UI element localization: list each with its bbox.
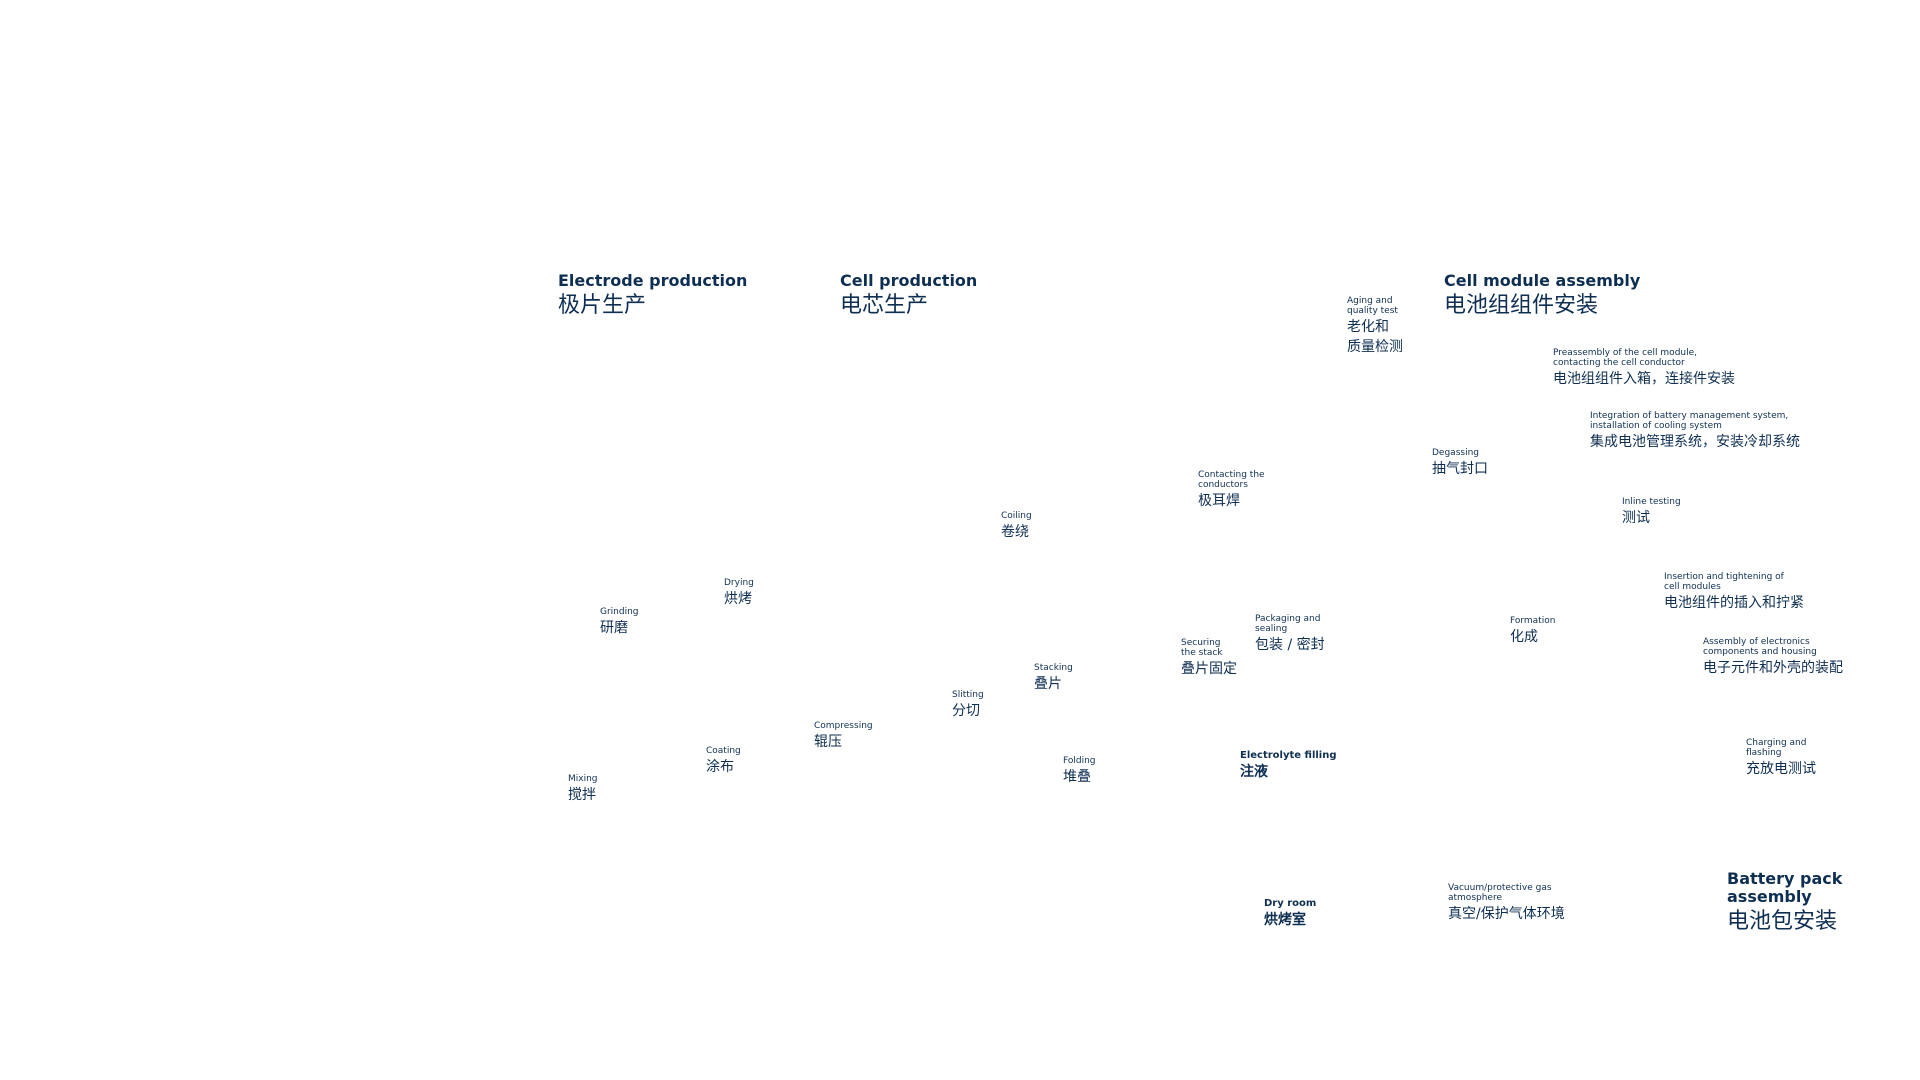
english-text: Charging and [1746,738,1807,748]
chinese-text: 烘烤室 [1264,912,1306,928]
step-label: Vacuum/protective gas atmosphere 真空/保护气体环境 [1448,883,1565,923]
chinese-text: 电池包安装 [1727,909,1838,934]
english-text: Battery pack [1727,869,1843,888]
chinese-text: 电芯生产 [840,293,929,318]
english-text: cell modules [1664,582,1721,592]
step-label: Preassembly of the cell module, contactin… [1553,348,1735,388]
english-text: Compressing [814,721,873,731]
step-label: Contacting the conductors 极耳焊 [1198,470,1265,510]
chinese-text: 搅拌 [568,787,596,803]
chinese-text: 卷绕 [1001,524,1029,540]
step-label: Integration of battery management system… [1590,411,1800,451]
english-text: Formation [1510,616,1556,626]
step-label: Grinding 研磨 [600,607,639,637]
english-text: atmosphere [1448,893,1502,903]
english-text: installation of cooling system [1590,421,1722,431]
chinese-text: 老化和 [1347,319,1389,335]
step-label: Inline testing 测试 [1622,497,1681,527]
chinese-text: 包装 / 密封 [1255,637,1325,653]
english-text: Cell production [840,271,978,290]
english-text: Dry room [1264,898,1317,909]
section-label: Cell production 电芯生产 [840,272,977,320]
chinese-text: 分切 [952,703,980,719]
step-label: Packaging and sealing 包装 / 密封 [1255,614,1325,654]
step-label: Compressing 辊压 [814,721,873,751]
chinese-text: 真空/保护气体环境 [1448,906,1565,922]
chinese-text: 充放电测试 [1746,761,1816,777]
english-text: assembly [1727,887,1812,906]
english-text: Preassembly of the cell module, [1553,348,1698,358]
english-text: Securing [1181,638,1221,648]
chinese-text: 质量检测 [1347,339,1403,355]
english-text: flashing [1746,748,1782,758]
english-text: quality test [1347,306,1398,316]
step-label: Coiling 卷绕 [1001,511,1032,541]
english-text: sealing [1255,624,1288,634]
chinese-text: 研磨 [600,620,628,636]
step-label: Coating 涂布 [706,746,741,776]
step-label: Folding 堆叠 [1063,756,1096,786]
english-text: Electrolyte filling [1240,750,1337,761]
section-label: Electrode production 极片生产 [558,272,747,320]
chinese-text: 叠片固定 [1181,661,1237,677]
step-label: Stacking 叠片 [1034,663,1073,693]
english-text: Assembly of electronics [1703,637,1810,647]
step-label: Drying 烘烤 [724,578,754,608]
step-label: Aging and quality test 老化和质量检测 [1347,296,1403,356]
chinese-text: 注液 [1240,764,1268,780]
step-label: Formation 化成 [1510,616,1555,646]
english-text: contacting the cell conductor [1553,358,1685,368]
step-label: Slitting 分切 [952,690,984,720]
english-text: Degassing [1432,448,1479,458]
step-label: Assembly of electronics components and ho… [1703,637,1843,677]
step-label: Degassing 抽气封口 [1432,448,1488,478]
english-text: components and housing [1703,647,1817,657]
english-text: Contacting the [1198,470,1265,480]
chinese-text: 烘烤 [724,591,752,607]
chinese-text: 电子元件和外壳的装配 [1703,660,1843,676]
section-label: Battery pack assembly 电池包安装 [1727,870,1842,936]
step-label: Insertion and tightening of cell modules 电… [1664,572,1804,612]
english-text: Cell module assembly [1444,271,1641,290]
english-text: Packaging and [1255,614,1321,624]
chinese-text: 抽气封口 [1432,461,1488,477]
english-text: Electrode production [558,271,748,290]
chinese-text: 涂布 [706,759,734,775]
chinese-text: 电池组组件安装 [1444,293,1599,318]
chinese-text: 堆叠 [1063,769,1091,785]
english-text: Grinding [600,607,639,617]
chinese-text: 电池组组件入箱，连接件安装 [1553,371,1735,387]
chinese-text: 叠片 [1034,676,1062,692]
english-text: Vacuum/protective gas [1448,883,1552,893]
english-text: Slitting [952,690,984,700]
english-text: Inline testing [1622,497,1681,507]
step-label: Securing the stack 叠片固定 [1181,638,1237,678]
chinese-text: 化成 [1510,629,1538,645]
chinese-text: 辊压 [814,734,842,750]
english-text: Insertion and tightening of [1664,572,1784,582]
step-label: Mixing 搅拌 [568,774,598,804]
chinese-text: 集成电池管理系统，安装冷却系统 [1590,434,1800,450]
english-text: conductors [1198,480,1248,490]
english-text: Drying [724,578,754,588]
english-text: Aging and [1347,296,1393,306]
english-text: the stack [1181,648,1223,658]
section-label: Cell module assembly 电池组组件安装 [1444,272,1640,320]
chinese-text: 极片生产 [558,293,647,318]
english-text: Integration of battery management system… [1590,411,1789,421]
english-text: Coating [706,746,741,756]
english-text: Coiling [1001,511,1032,521]
english-text: Stacking [1034,663,1073,673]
step-label: Charging and flashing 充放电测试 [1746,738,1816,778]
chinese-text: 电池组件的插入和拧紧 [1664,595,1804,611]
english-text: Mixing [568,774,598,784]
step-label: Dry room 烘烤室 [1264,899,1316,929]
chinese-text: 测试 [1622,510,1650,526]
chinese-text: 极耳焊 [1198,493,1240,509]
english-text: Folding [1063,756,1096,766]
step-label: Electrolyte filling 注液 [1240,751,1337,781]
